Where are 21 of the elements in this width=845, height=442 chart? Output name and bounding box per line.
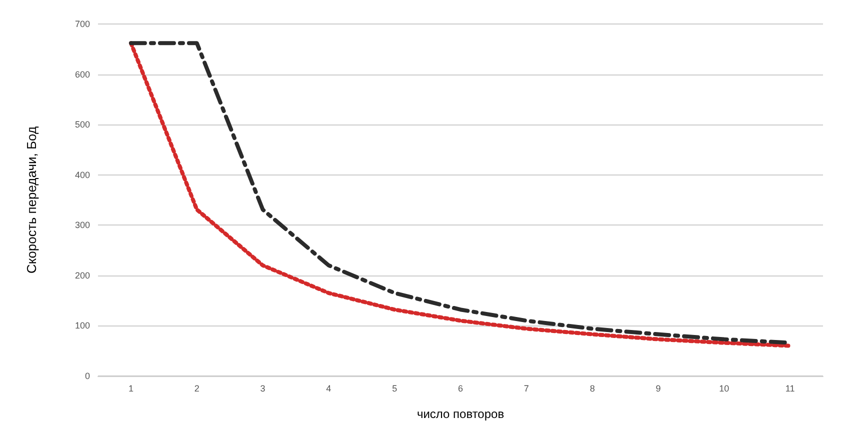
x-tick-label: 10	[719, 384, 730, 394]
x-tick-label: 3	[260, 384, 266, 394]
x-tick-label: 7	[524, 384, 529, 394]
y-tick-label: 0	[84, 371, 90, 381]
x-tick-label: 5	[392, 384, 398, 394]
x-tick-label: 2	[194, 384, 200, 394]
y-tick-label: 400	[74, 170, 90, 180]
x-tick-label: 4	[326, 384, 332, 394]
y-tick-label: 100	[74, 320, 90, 331]
x-tick-label: 9	[656, 384, 661, 394]
y-tick-label: 700	[74, 19, 90, 29]
y-tick-label: 600	[74, 69, 90, 80]
y-tick-label: 200	[74, 270, 90, 280]
y-tick-label: 500	[74, 120, 90, 130]
x-axis-title: число повторов	[416, 407, 504, 421]
x-tick-label: 11	[785, 384, 795, 394]
y-tick-label: 300	[74, 220, 90, 230]
x-tick-label: 6	[458, 384, 464, 394]
y-axis-title: Скорость передачи, Бод	[24, 126, 39, 274]
x-tick-label: 8	[590, 384, 595, 394]
x-tick-label: 1	[128, 384, 134, 394]
